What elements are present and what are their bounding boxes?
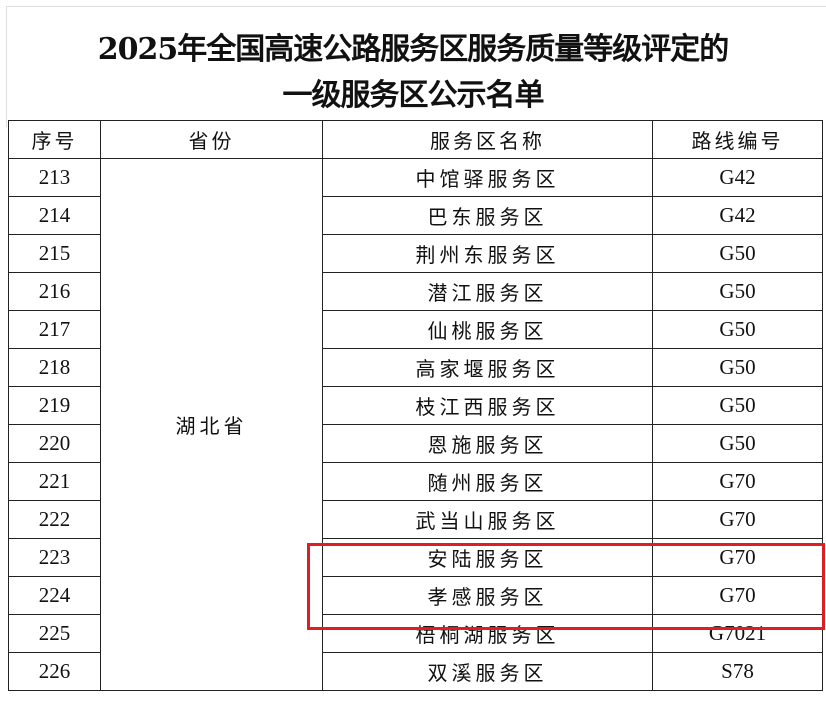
route-number: G50	[652, 386, 823, 425]
table-row: 218 高家堰服务区 G50	[8, 348, 823, 387]
service-area-table: 序号 省份 服务区名称 路线编号 213 湖北省 中馆驿服务区 G42 214 巴东服务区…	[8, 120, 823, 691]
row-number: 216	[8, 272, 101, 311]
row-number: 222	[8, 500, 101, 539]
header-route: 路线编号	[652, 120, 823, 159]
table-row: 215 荆州东服务区 G50	[8, 234, 823, 273]
row-number: 224	[8, 576, 101, 615]
header-row: 序号 省份 服务区名称 路线编号	[8, 120, 823, 159]
route-number: G70	[652, 576, 823, 615]
service-area-name: 枝江西服务区	[322, 386, 653, 425]
service-area-name: 恩施服务区	[322, 424, 653, 463]
route-number: G50	[652, 424, 823, 463]
header-name: 服务区名称	[322, 120, 653, 159]
route-number: G50	[652, 310, 823, 349]
route-number: G50	[652, 234, 823, 273]
service-area-name: 巴东服务区	[322, 196, 653, 235]
row-number: 226	[8, 652, 101, 691]
row-number: 225	[8, 614, 101, 653]
header-province: 省份	[100, 120, 323, 159]
highlight-box	[307, 543, 825, 630]
table-row: 216 潜江服务区 G50	[8, 272, 823, 311]
service-area-name: 武当山服务区	[322, 500, 653, 539]
table-row: 222 武当山服务区 G70	[8, 500, 823, 539]
route-number: G50	[652, 272, 823, 311]
service-area-name: 荆州东服务区	[322, 234, 653, 273]
route-number: G70	[652, 500, 823, 539]
service-area-name: 随州服务区	[322, 462, 653, 501]
row-number: 214	[8, 196, 101, 235]
route-number: G50	[652, 348, 823, 387]
row-number: 217	[8, 310, 101, 349]
table-row: 221 随州服务区 G70	[8, 462, 823, 501]
route-number: S78	[652, 652, 823, 691]
route-number: G70	[652, 462, 823, 501]
row-number: 218	[8, 348, 101, 387]
table-row: 213 湖北省 中馆驿服务区 G42	[8, 158, 823, 691]
service-area-name: 中馆驿服务区	[322, 158, 653, 197]
title-line-1: 2025年全国高速公路服务区服务质量等级评定的	[97, 32, 730, 67]
service-area-name: 潜江服务区	[322, 272, 653, 311]
route-number: G42	[652, 158, 823, 197]
service-area-name: 高家堰服务区	[322, 348, 653, 387]
row-number: 219	[8, 386, 101, 425]
row-number: 215	[8, 234, 101, 273]
service-area-name: 双溪服务区	[322, 652, 653, 691]
route-number: G7021	[652, 614, 823, 653]
row-number: 220	[8, 424, 101, 463]
row-number: 213	[8, 158, 101, 197]
header-no: 序号	[8, 120, 101, 159]
row-number: 223	[8, 538, 101, 577]
title-line-2: 一级服务区公示名单	[282, 78, 545, 113]
route-number: G42	[652, 196, 823, 235]
document-frame	[6, 6, 826, 127]
province-cell: 湖北省	[100, 158, 323, 691]
row-number: 221	[8, 462, 101, 501]
table-row: 226 双溪服务区 S78	[8, 652, 823, 691]
service-area-name: 仙桃服务区	[322, 310, 653, 349]
